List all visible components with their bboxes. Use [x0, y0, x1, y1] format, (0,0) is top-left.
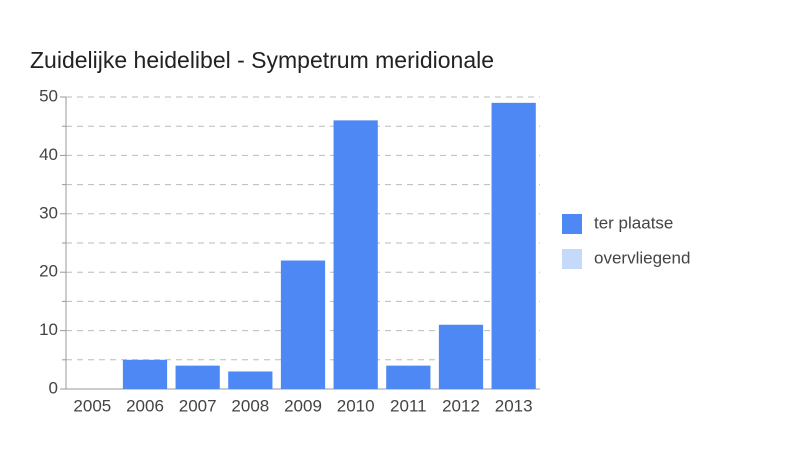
chart-title: Zuidelijke heidelibel - Sympetrum meridi…: [30, 47, 494, 73]
x-tick-label: 2010: [337, 396, 375, 415]
bar: [175, 365, 220, 389]
y-tick-label: 0: [49, 378, 58, 397]
x-tick-label: 2009: [284, 396, 322, 415]
legend-label: overvliegend: [594, 248, 690, 267]
legend-swatch: [562, 249, 582, 269]
legend-label: ter plaatse: [594, 213, 673, 232]
bar: [228, 371, 273, 389]
bar: [333, 120, 378, 390]
bar: [386, 365, 431, 389]
bar: [122, 359, 168, 389]
y-tick-label: 40: [39, 145, 58, 164]
x-tick-label: 2011: [390, 396, 427, 415]
bar: [280, 260, 326, 389]
y-tick-label: 20: [39, 262, 58, 281]
x-tick-label: 2008: [231, 396, 269, 415]
x-tick-label: 2012: [442, 396, 480, 415]
x-tick-label: 2007: [179, 396, 217, 415]
x-tick-label: 2005: [73, 396, 111, 415]
bar: [491, 102, 536, 389]
legend-swatch: [562, 214, 582, 234]
y-tick-label: 10: [39, 320, 58, 339]
y-tick-label: 30: [39, 203, 58, 222]
x-tick-label: 2013: [495, 396, 533, 415]
x-tick-label: 2006: [126, 396, 164, 415]
bar: [438, 324, 484, 389]
y-tick-label: 50: [39, 86, 58, 105]
